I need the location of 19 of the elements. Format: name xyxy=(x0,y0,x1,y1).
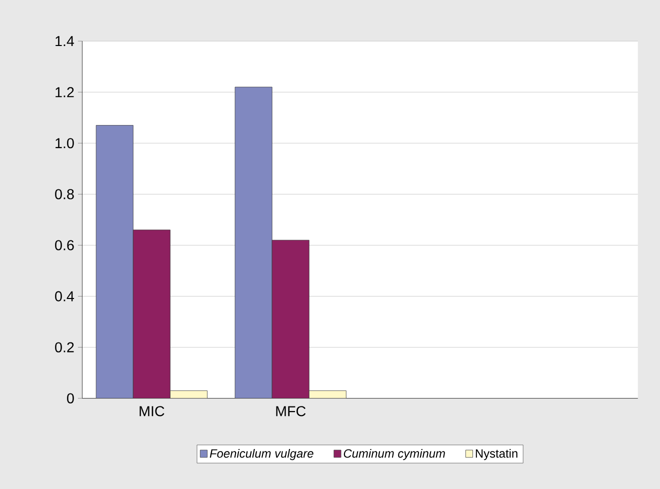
bar xyxy=(272,240,310,398)
legend-label: Nystatin xyxy=(476,448,518,460)
y-tick-label: 1.2 xyxy=(56,87,74,98)
bar xyxy=(132,230,170,398)
y-tick-label: 0.6 xyxy=(55,240,74,250)
x-tick-label: MIC xyxy=(140,406,164,416)
y-tick-label: 0 xyxy=(67,393,74,404)
x-tick-label: MFC xyxy=(276,406,306,416)
bar xyxy=(96,125,134,398)
y-tick-label: 0.4 xyxy=(55,291,74,302)
legend-label: Cuminum cyminum xyxy=(344,448,445,460)
bar xyxy=(308,390,346,398)
y-tick-label: 0.2 xyxy=(55,342,74,352)
legend-label: Foeniculum vulgare xyxy=(210,448,314,460)
y-tick-label: 1.4 xyxy=(56,36,74,46)
y-tick-label: 1.0 xyxy=(56,138,74,148)
bar xyxy=(170,390,208,398)
bar xyxy=(234,86,272,398)
y-tick-label: 0.8 xyxy=(55,189,74,200)
